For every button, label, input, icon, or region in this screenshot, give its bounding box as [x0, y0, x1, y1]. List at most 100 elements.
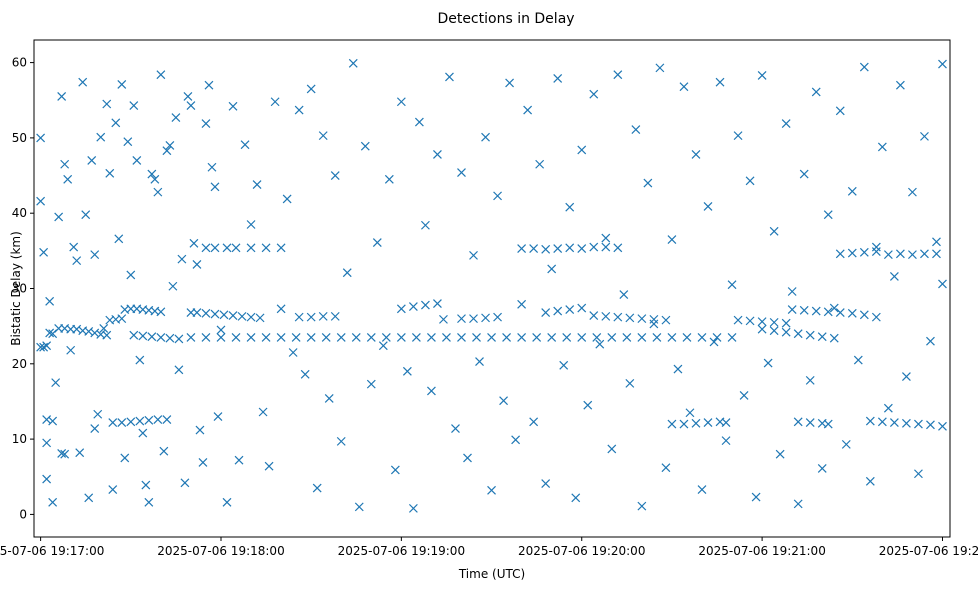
- data-point-marker: [330, 311, 340, 321]
- data-point-marker: [366, 333, 376, 342]
- data-point-marker: [745, 176, 755, 186]
- data-point-marker: [144, 415, 154, 425]
- data-point-marker: [150, 174, 160, 184]
- data-point-marker: [129, 330, 139, 340]
- data-point-marker: [619, 290, 629, 299]
- data-point-marker: [703, 201, 713, 211]
- data-point-marker: [90, 328, 100, 338]
- data-point-marker: [871, 242, 881, 252]
- data-point-marker: [661, 315, 671, 325]
- data-point-marker: [577, 333, 587, 342]
- data-point-marker: [517, 333, 527, 342]
- data-point-marker: [565, 243, 575, 253]
- data-point-marker: [607, 333, 617, 342]
- y-axis-ticks: 0 10 20 30 40 50 60: [12, 56, 34, 521]
- data-point-marker: [306, 333, 316, 342]
- data-point-marker: [264, 461, 274, 471]
- data-point-marker: [577, 303, 587, 313]
- data-point-marker: [757, 70, 767, 80]
- data-point-marker: [321, 333, 331, 342]
- data-point-marker: [123, 137, 133, 147]
- data-point-marker: [589, 311, 599, 321]
- data-point-marker: [859, 62, 869, 72]
- data-point-marker: [201, 119, 211, 129]
- data-point-marker: [276, 333, 286, 342]
- data-point-marker: [445, 72, 454, 82]
- x-tick-label: 2025-07-06 19:19:00: [338, 544, 465, 558]
- data-point-marker: [853, 355, 863, 365]
- data-point-marker: [439, 314, 448, 324]
- data-point-marker: [156, 307, 166, 317]
- data-point-marker: [183, 92, 193, 101]
- data-point-marker: [751, 492, 761, 502]
- data-point-marker: [201, 243, 211, 253]
- data-point-marker: [517, 244, 527, 254]
- data-point-marker: [141, 480, 151, 490]
- data-point-marker: [823, 419, 833, 429]
- y-tick-label: 20: [12, 357, 27, 371]
- data-point-marker: [571, 493, 581, 503]
- data-point-marker: [841, 439, 851, 449]
- data-point-marker: [877, 142, 887, 152]
- data-point-marker: [715, 77, 725, 87]
- data-point-marker: [60, 159, 70, 169]
- data-point-marker: [42, 341, 52, 351]
- data-point-marker: [147, 169, 157, 179]
- data-point-marker: [781, 318, 791, 328]
- data-point-marker: [871, 312, 881, 322]
- data-point-marker: [366, 379, 376, 389]
- data-point-marker: [102, 99, 112, 109]
- data-point-marker: [294, 105, 304, 115]
- data-point-marker: [216, 325, 226, 335]
- data-point-marker: [541, 479, 551, 488]
- data-point-marker: [469, 314, 478, 324]
- data-point-marker: [294, 312, 304, 322]
- data-point-marker: [138, 428, 148, 438]
- data-point-marker: [835, 308, 845, 318]
- data-point-marker: [219, 310, 229, 320]
- data-point-marker: [93, 409, 103, 419]
- data-point-marker: [186, 101, 196, 110]
- data-point-marker: [733, 315, 743, 325]
- data-point-marker: [135, 416, 145, 426]
- data-point-marker: [132, 156, 142, 165]
- data-point-marker: [222, 243, 232, 253]
- data-point-marker: [607, 444, 617, 454]
- data-point-marker: [324, 394, 334, 403]
- data-point-marker: [228, 311, 238, 321]
- data-point-marker: [51, 378, 61, 388]
- data-point-marker: [901, 372, 911, 382]
- data-point-marker: [42, 415, 52, 424]
- data-point-marker: [637, 333, 647, 342]
- data-point-marker: [835, 249, 845, 259]
- data-point-marker: [697, 485, 707, 494]
- data-point-marker: [162, 146, 172, 156]
- data-point-marker: [601, 311, 611, 321]
- data-point-marker: [938, 421, 947, 431]
- data-point-marker: [114, 234, 124, 244]
- data-point-marker: [667, 333, 677, 342]
- data-point-marker: [210, 182, 220, 192]
- data-point-marker: [472, 333, 481, 342]
- x-tick-label: 2025-07-06 19:22:00: [879, 544, 978, 558]
- data-point-marker: [117, 80, 127, 89]
- data-point-marker: [799, 169, 809, 179]
- data-point-marker: [932, 237, 941, 247]
- data-point-marker: [189, 238, 199, 248]
- data-point-marker: [577, 145, 587, 155]
- data-point-marker: [360, 141, 370, 151]
- data-point-marker: [231, 333, 241, 342]
- data-point-marker: [411, 333, 421, 342]
- data-point-marker: [165, 140, 175, 150]
- data-point-marker: [793, 499, 803, 509]
- data-point-marker: [120, 453, 130, 463]
- data-point-marker: [228, 101, 238, 111]
- data-point-marker: [378, 341, 388, 351]
- data-point-marker: [895, 80, 905, 90]
- data-point-marker: [195, 425, 205, 435]
- data-point-marker: [502, 333, 512, 342]
- data-point-marker: [135, 355, 145, 365]
- data-point-marker: [577, 244, 587, 254]
- data-point-marker: [883, 250, 893, 260]
- data-point-marker: [90, 424, 100, 433]
